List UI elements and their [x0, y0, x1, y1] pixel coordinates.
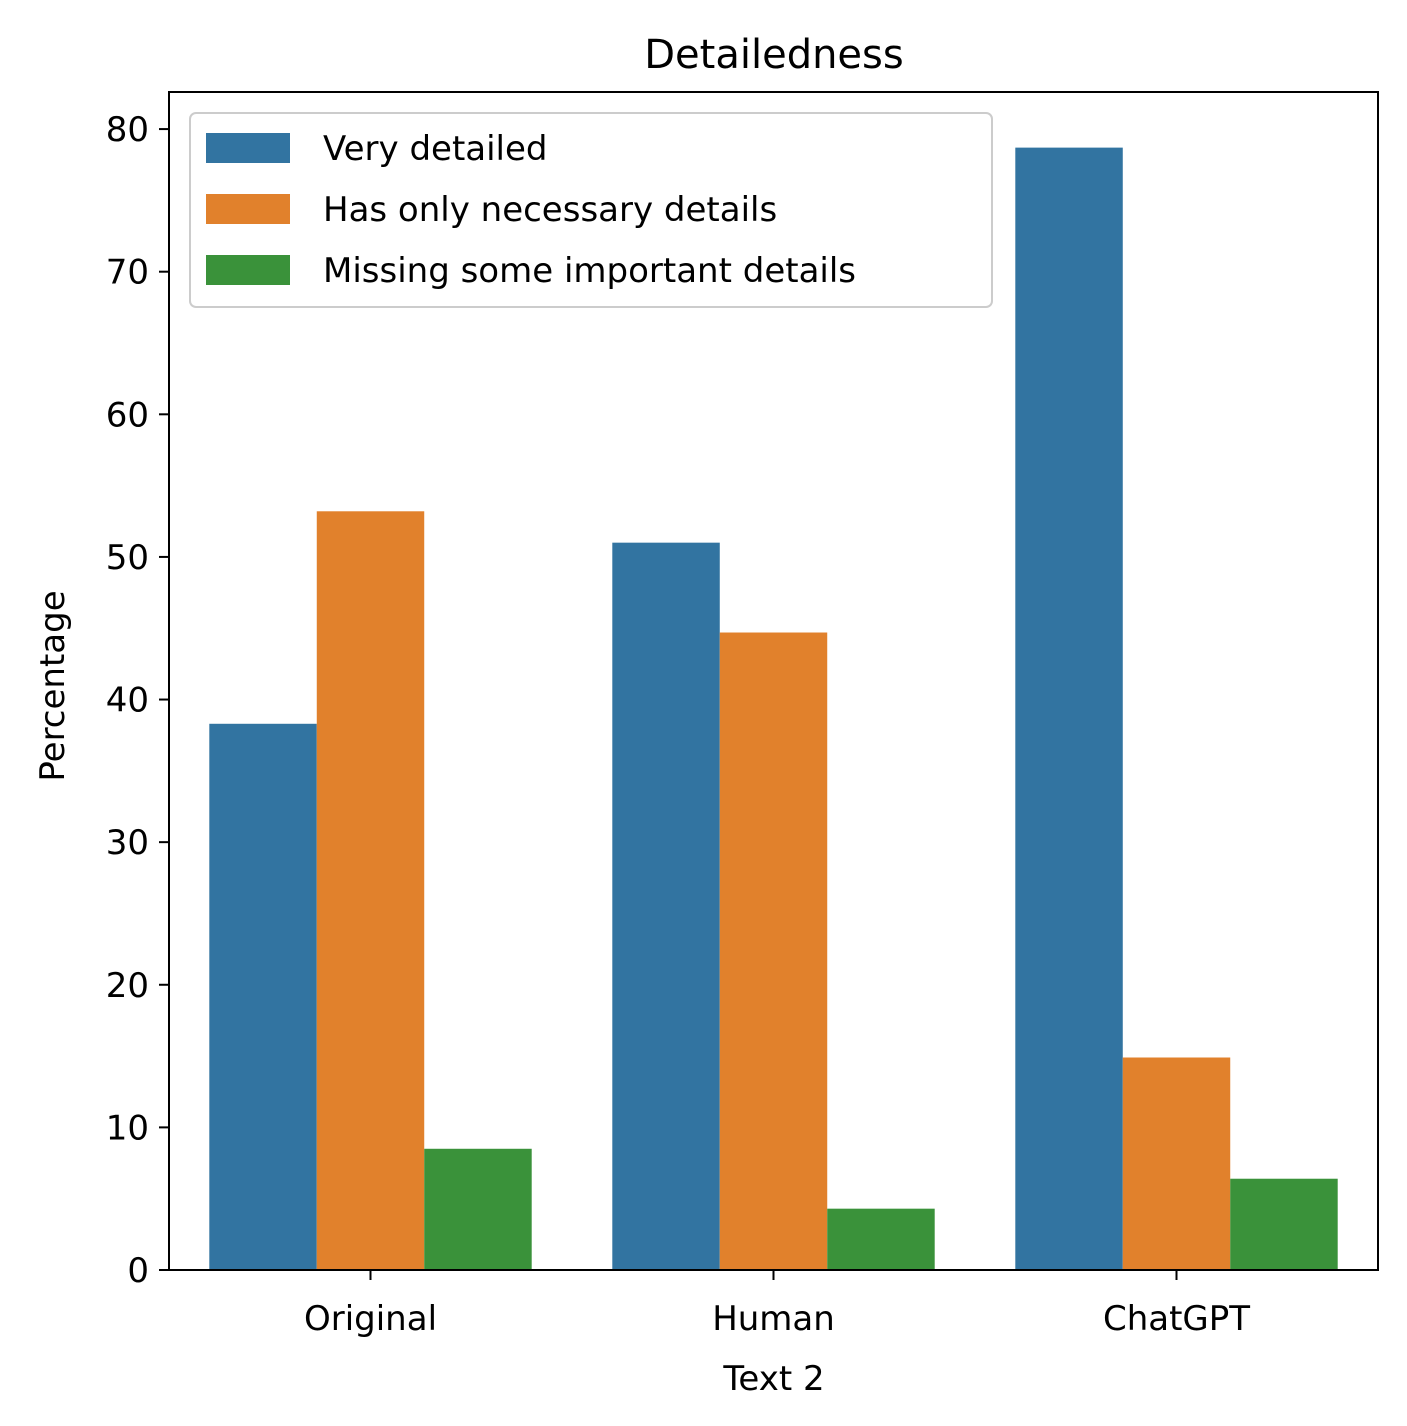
chart-title: Detailedness: [644, 32, 903, 78]
y-tick-label: 30: [106, 823, 149, 863]
bar-chatgpt-series-1: [1015, 147, 1123, 1270]
bar-original-series-1: [209, 723, 317, 1270]
x-axis: Original Human ChatGPT: [304, 1270, 1250, 1339]
bar-chatgpt-series-2: [1122, 1057, 1231, 1270]
bar-chatgpt-series-3: [1230, 1178, 1338, 1270]
legend-swatch: [206, 255, 290, 285]
y-tick-label: 60: [106, 395, 149, 435]
x-axis-label: Text 2: [722, 1359, 824, 1399]
y-axis: 0 10 20 30 40 50 60 70 80: [106, 110, 169, 1291]
plot-frame: [168, 91, 1379, 1271]
legend-swatch: [206, 133, 290, 163]
legend: Very detailed Has only necessary details M…: [189, 112, 993, 308]
y-tick-label: 20: [106, 966, 149, 1006]
x-tick-label: Original: [304, 1299, 437, 1339]
y-tick-label: 40: [106, 681, 149, 721]
legend-swatch: [206, 194, 290, 224]
bar-human-series-3: [827, 1208, 935, 1270]
x-tick-label: ChatGPT: [1103, 1299, 1250, 1339]
legend-box: [189, 112, 993, 308]
y-tick-label: 10: [106, 1108, 149, 1148]
y-axis-label: Percentage: [33, 590, 73, 781]
y-tick-label: 80: [106, 110, 149, 150]
x-tick-label: Human: [712, 1299, 835, 1339]
legend-label: Very detailed: [323, 129, 548, 169]
legend-label: Has only necessary details: [323, 190, 777, 230]
y-tick-label: 0: [127, 1251, 149, 1291]
y-tick-label: 50: [106, 538, 149, 578]
legend-label: Missing some important details: [323, 251, 856, 291]
bar-human-series-1: [612, 542, 720, 1270]
bars-group: [209, 147, 1338, 1270]
bar-human-series-2: [719, 632, 828, 1270]
bar-original-series-3: [424, 1148, 532, 1270]
bar-original-series-2: [316, 511, 425, 1270]
y-tick-label: 70: [106, 253, 149, 293]
